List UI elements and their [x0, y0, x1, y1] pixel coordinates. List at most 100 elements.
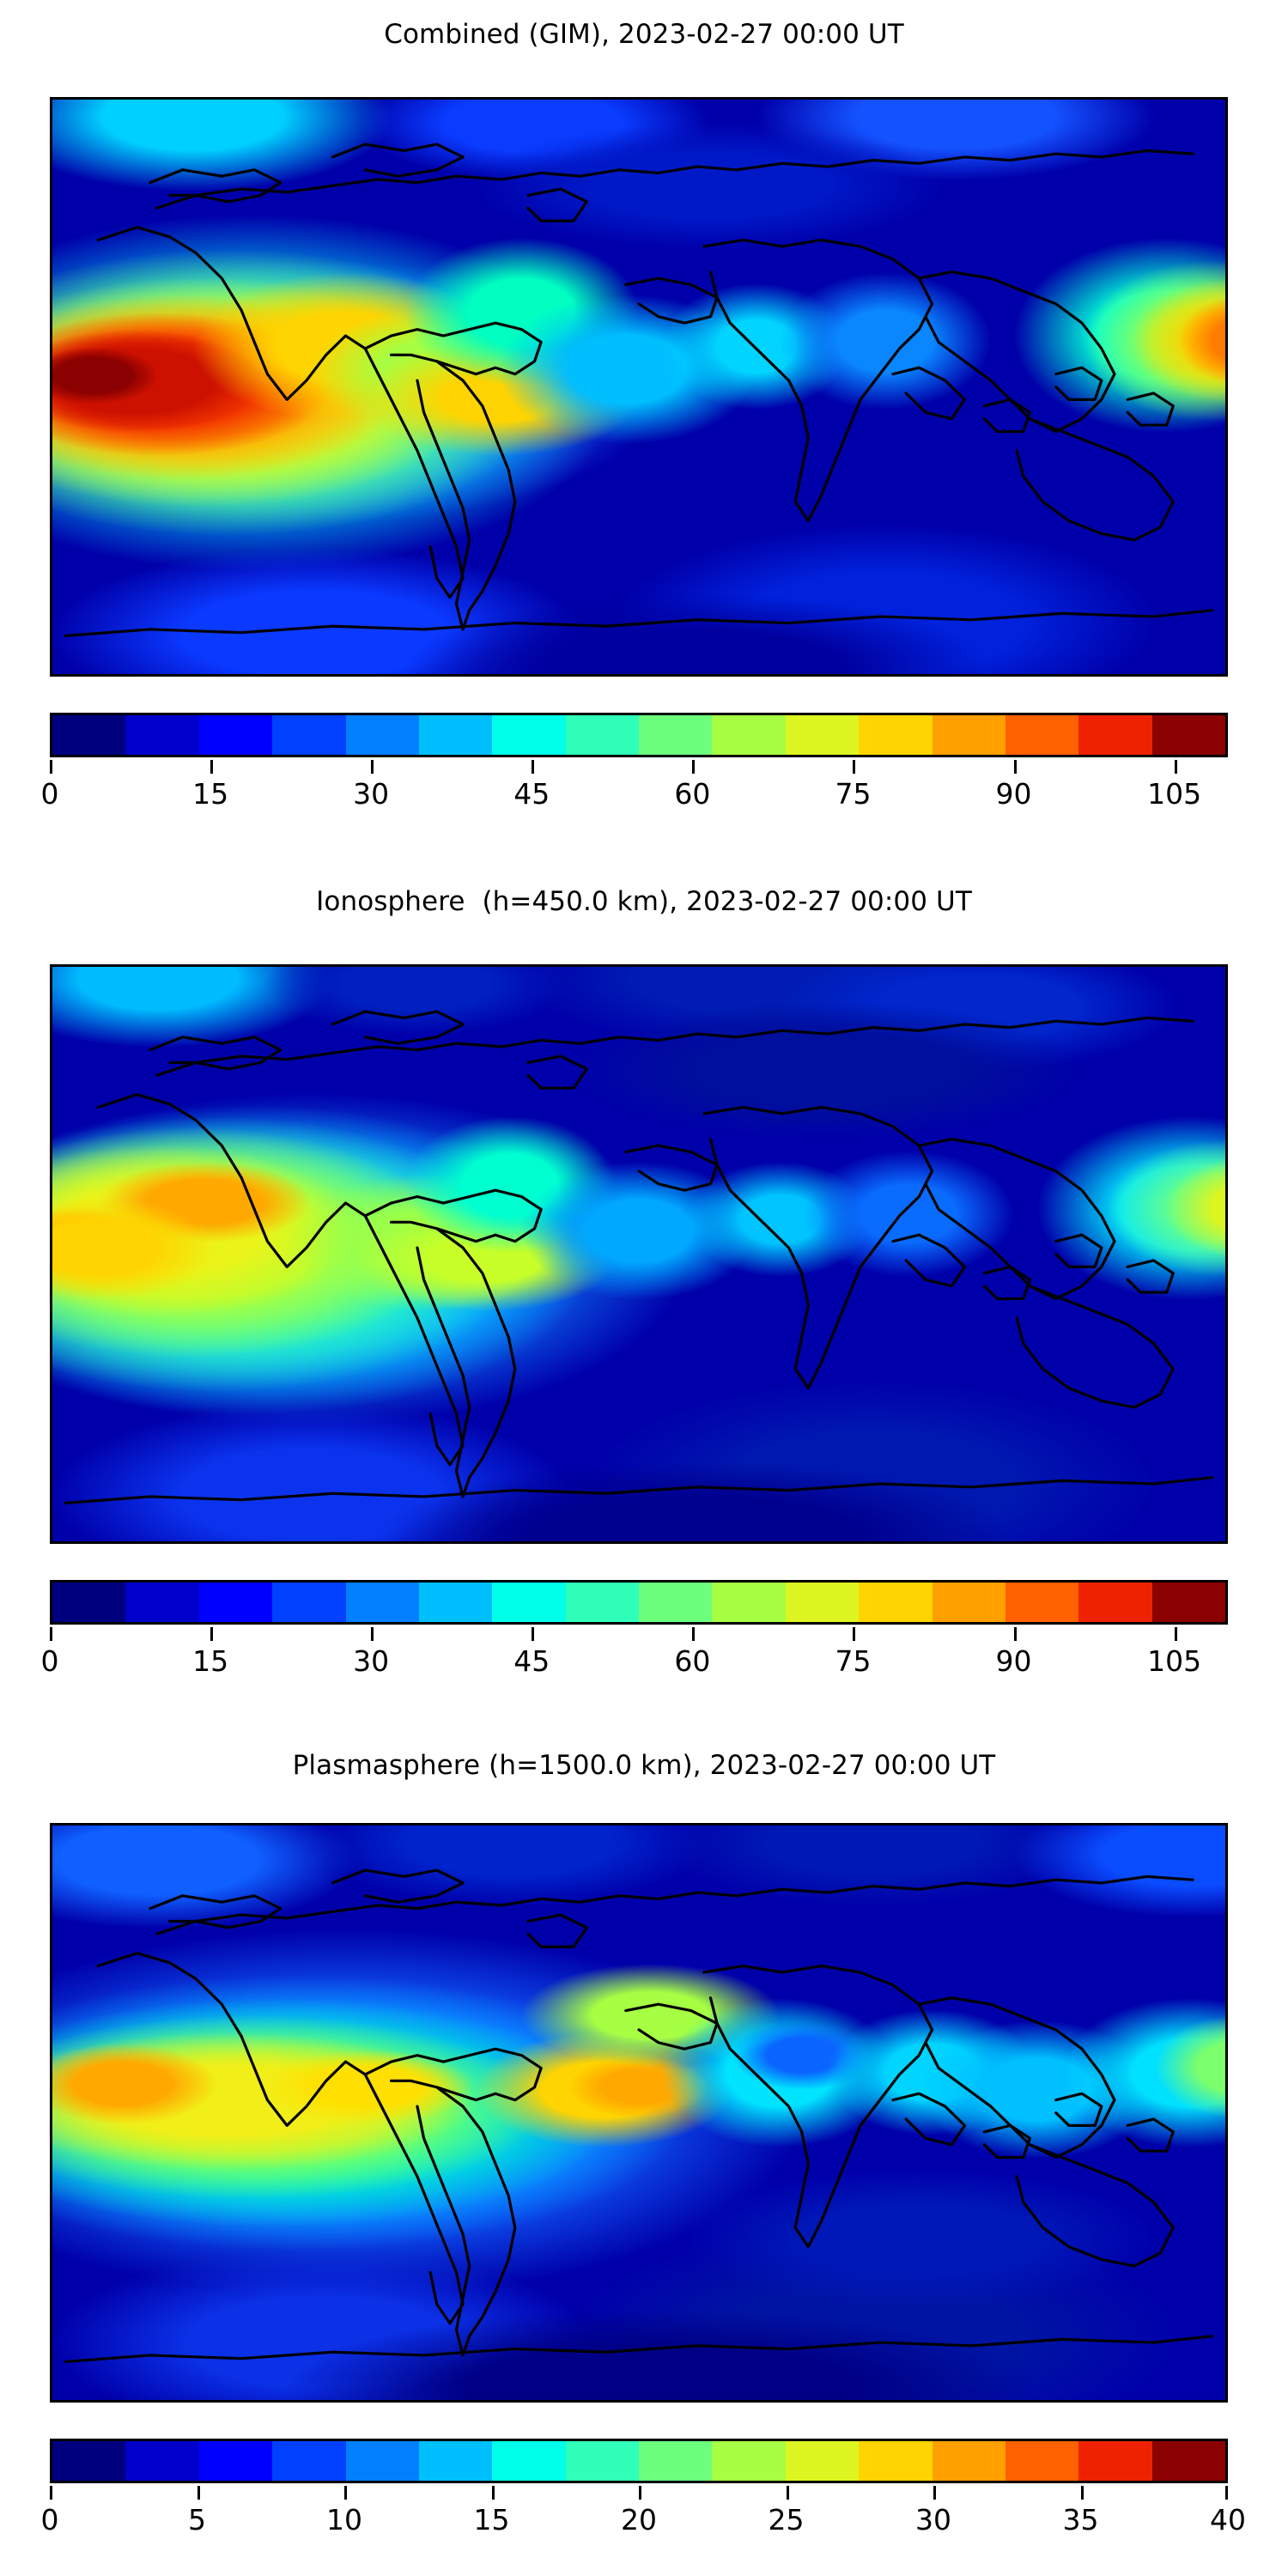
coastline-overlay-ionosphere — [52, 967, 1225, 1541]
colorbar-ionosphere — [50, 1580, 1228, 1625]
colorbar-tick-label: 5 — [188, 2503, 206, 2537]
colorbar-band — [272, 2441, 346, 2481]
colorbar-band — [859, 2441, 933, 2481]
colorbar-ticks-combined — [50, 760, 1228, 774]
map-combined — [50, 97, 1228, 677]
colorbar-band — [785, 1583, 860, 1622]
colorbar-ticklabels-combined: 0 15 30 45 60 75 90 105 — [0, 777, 1288, 817]
colorbar-tick — [371, 760, 374, 774]
colorbar-tick — [1080, 2486, 1084, 2500]
colorbar-band — [492, 1583, 566, 1622]
colorbar-tick-label: 45 — [513, 777, 550, 811]
map-ionosphere — [50, 964, 1228, 1544]
colorbar-band — [272, 715, 346, 755]
colorbar-tick-label: 75 — [835, 1644, 872, 1678]
colorbar-tick-label: 30 — [353, 1644, 390, 1678]
colorbar-band — [712, 2441, 786, 2481]
colorbar-ticklabels-ionosphere: 0 15 30 45 60 75 90 105 — [0, 1644, 1288, 1684]
colorbar-tick — [1225, 2486, 1228, 2500]
panel-title-combined: Combined (GIM), 2023-02-27 00:00 UT — [384, 19, 904, 50]
colorbar-tick — [210, 760, 214, 774]
colorbar-tick — [1174, 1627, 1177, 1641]
coastline-overlay-plasmasphere — [52, 1826, 1225, 2400]
colorbar-tick — [210, 1627, 214, 1641]
colorbar-tick-label: 35 — [1062, 2503, 1099, 2537]
colorbar-tick-label: 40 — [1210, 2503, 1246, 2537]
colorbar-band — [1005, 715, 1079, 755]
colorbar-band — [52, 1583, 126, 1622]
colorbar-band — [932, 715, 1005, 755]
colorbar-tick — [1013, 760, 1017, 774]
colorbar-band — [1151, 1583, 1225, 1622]
colorbar-tick — [197, 2486, 200, 2500]
colorbar-tick-label: 15 — [473, 2503, 510, 2537]
colorbar-tick — [50, 760, 52, 774]
colorbar-tick — [344, 2486, 347, 2500]
colorbar-tick-label: 15 — [192, 777, 229, 811]
colorbar-band — [859, 1583, 933, 1622]
panel-ionosphere: Ionosphere (h=450.0 km), 2023-02-27 00:0… — [0, 867, 1288, 1735]
colorbar-combined — [50, 713, 1228, 757]
colorbar-band — [492, 715, 566, 755]
colorbar-tick — [853, 1627, 856, 1641]
colorbar-tick-label: 30 — [353, 777, 390, 811]
colorbar-band — [712, 715, 786, 755]
colorbar-band — [1151, 715, 1225, 755]
colorbar-band — [932, 2441, 1005, 2481]
tec-field-plasmasphere — [52, 1826, 1225, 2400]
coastline-overlay-combined — [52, 100, 1225, 674]
colorbar-tick-label: 60 — [674, 1644, 711, 1678]
colorbar-tick — [786, 2486, 789, 2500]
colorbar-band — [418, 715, 493, 755]
colorbar-tick-label: 105 — [1147, 1644, 1202, 1678]
colorbar-tick-label: 30 — [915, 2503, 951, 2537]
colorbar-band — [125, 2441, 199, 2481]
colorbar-band — [492, 2441, 566, 2481]
colorbar-tick — [371, 1627, 374, 1641]
colorbar-band — [785, 715, 860, 755]
colorbar-band — [639, 1583, 713, 1622]
colorbar-band — [1005, 1583, 1079, 1622]
colorbar-tick-label: 75 — [835, 777, 872, 811]
panel-title-ionosphere: Ionosphere (h=450.0 km), 2023-02-27 00:0… — [316, 886, 972, 917]
colorbar-tick — [692, 760, 696, 774]
panel-combined: Combined (GIM), 2023-02-27 00:00 UT — [0, 0, 1288, 867]
colorbar-band — [418, 1583, 493, 1622]
colorbar-tick-label: 0 — [40, 2503, 59, 2537]
colorbar-band — [418, 2441, 493, 2481]
colorbar-tick — [1174, 760, 1177, 774]
colorbar-band — [1078, 1583, 1152, 1622]
colorbar-ticks-ionosphere — [50, 1627, 1228, 1641]
colorbar-tick-label: 90 — [995, 777, 1032, 811]
colorbar-band — [345, 715, 419, 755]
colorbar-band — [52, 2441, 126, 2481]
colorbar-band — [198, 715, 273, 755]
colorbar-tick-label: 10 — [326, 2503, 362, 2537]
colorbar-tick-label: 45 — [513, 1644, 550, 1678]
colorbar-band — [1151, 2441, 1225, 2481]
colorbar-tick — [1013, 1627, 1017, 1641]
colorbar-band — [198, 2441, 273, 2481]
colorbar-tick — [639, 2486, 641, 2500]
colorbar-band — [1005, 2441, 1079, 2481]
colorbar-band — [932, 1583, 1005, 1622]
colorbar-band — [345, 1583, 419, 1622]
tec-field-ionosphere — [52, 967, 1225, 1541]
colorbar-ticks-plasmasphere — [50, 2486, 1228, 2500]
colorbar-tick-label: 15 — [192, 1644, 229, 1678]
colorbar-tick — [853, 760, 856, 774]
colorbar-tick — [532, 760, 535, 774]
colorbar-tick — [532, 1627, 535, 1641]
colorbar-band — [125, 715, 199, 755]
colorbar-band — [125, 1583, 199, 1622]
colorbar-tick-label: 25 — [768, 2503, 805, 2537]
colorbar-tick — [692, 1627, 696, 1641]
colorbar-plasmasphere — [50, 2439, 1228, 2483]
colorbar-band — [712, 1583, 786, 1622]
colorbar-ticklabels-plasmasphere: 0 5 10 15 20 25 30 35 40 — [0, 2503, 1288, 2543]
colorbar-tick — [491, 2486, 495, 2500]
colorbar-tick-label: 60 — [674, 777, 711, 811]
colorbar-tick — [50, 1627, 52, 1641]
colorbar-band — [859, 715, 933, 755]
colorbar-tick — [933, 2486, 936, 2500]
